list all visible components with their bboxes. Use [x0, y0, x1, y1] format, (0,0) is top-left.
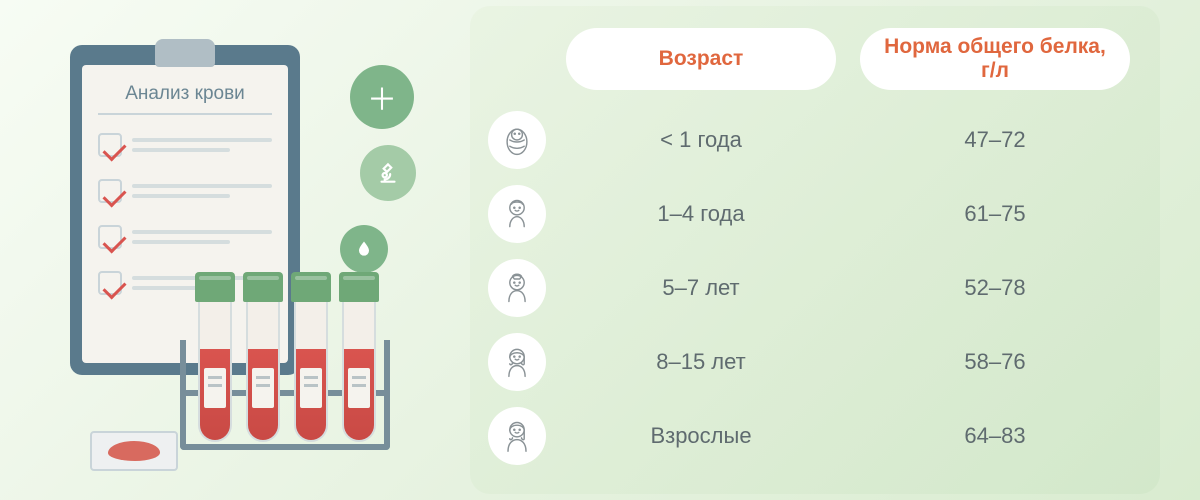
cell-norm: 64–83 [860, 423, 1130, 449]
cell-age: 5–7 лет [566, 275, 836, 301]
cell-norm: 58–76 [860, 349, 1130, 375]
test-tube [294, 272, 328, 442]
checklist-row [98, 179, 272, 203]
cell-norm: 61–75 [860, 201, 1130, 227]
clipboard-title: Анализ крови [98, 83, 272, 115]
blood-slide [90, 431, 178, 471]
teen-icon [488, 333, 546, 391]
checklist-row [98, 225, 272, 249]
table-row: 1–4 года 61–75 [488, 182, 1130, 246]
table-row: < 1 года 47–72 [488, 108, 1130, 172]
checklist-row [98, 133, 272, 157]
table-header: Возраст Норма общего белка, г/л [566, 28, 1130, 90]
test-tube [198, 272, 232, 442]
test-tubes [180, 260, 410, 460]
checkmark-icon [98, 225, 122, 249]
child-icon [488, 259, 546, 317]
cell-norm: 52–78 [860, 275, 1130, 301]
header-norm: Норма общего белка, г/л [860, 28, 1130, 90]
checkmark-icon [98, 133, 122, 157]
test-tube [246, 272, 280, 442]
blood-test-illustration: Анализ крови ＋ [40, 25, 470, 475]
microscope-icon [360, 145, 416, 201]
toddler-icon [488, 185, 546, 243]
cell-age: < 1 года [566, 127, 836, 153]
cell-norm: 47–72 [860, 127, 1130, 153]
table-row: 8–15 лет 58–76 [488, 330, 1130, 394]
test-tube [342, 272, 376, 442]
checkmark-icon [98, 179, 122, 203]
cell-age: 8–15 лет [566, 349, 836, 375]
cell-age: Взрослые [566, 423, 836, 449]
adult-icon [488, 407, 546, 465]
protein-norm-table: Возраст Норма общего белка, г/л < 1 года… [470, 6, 1160, 494]
plus-icon: ＋ [350, 65, 414, 129]
header-age: Возраст [566, 28, 836, 90]
cell-age: 1–4 года [566, 201, 836, 227]
table-row: 5–7 лет 52–78 [488, 256, 1130, 320]
baby-swaddle-icon [488, 111, 546, 169]
checkmark-icon [98, 271, 122, 295]
table-row: Взрослые 64–83 [488, 404, 1130, 468]
